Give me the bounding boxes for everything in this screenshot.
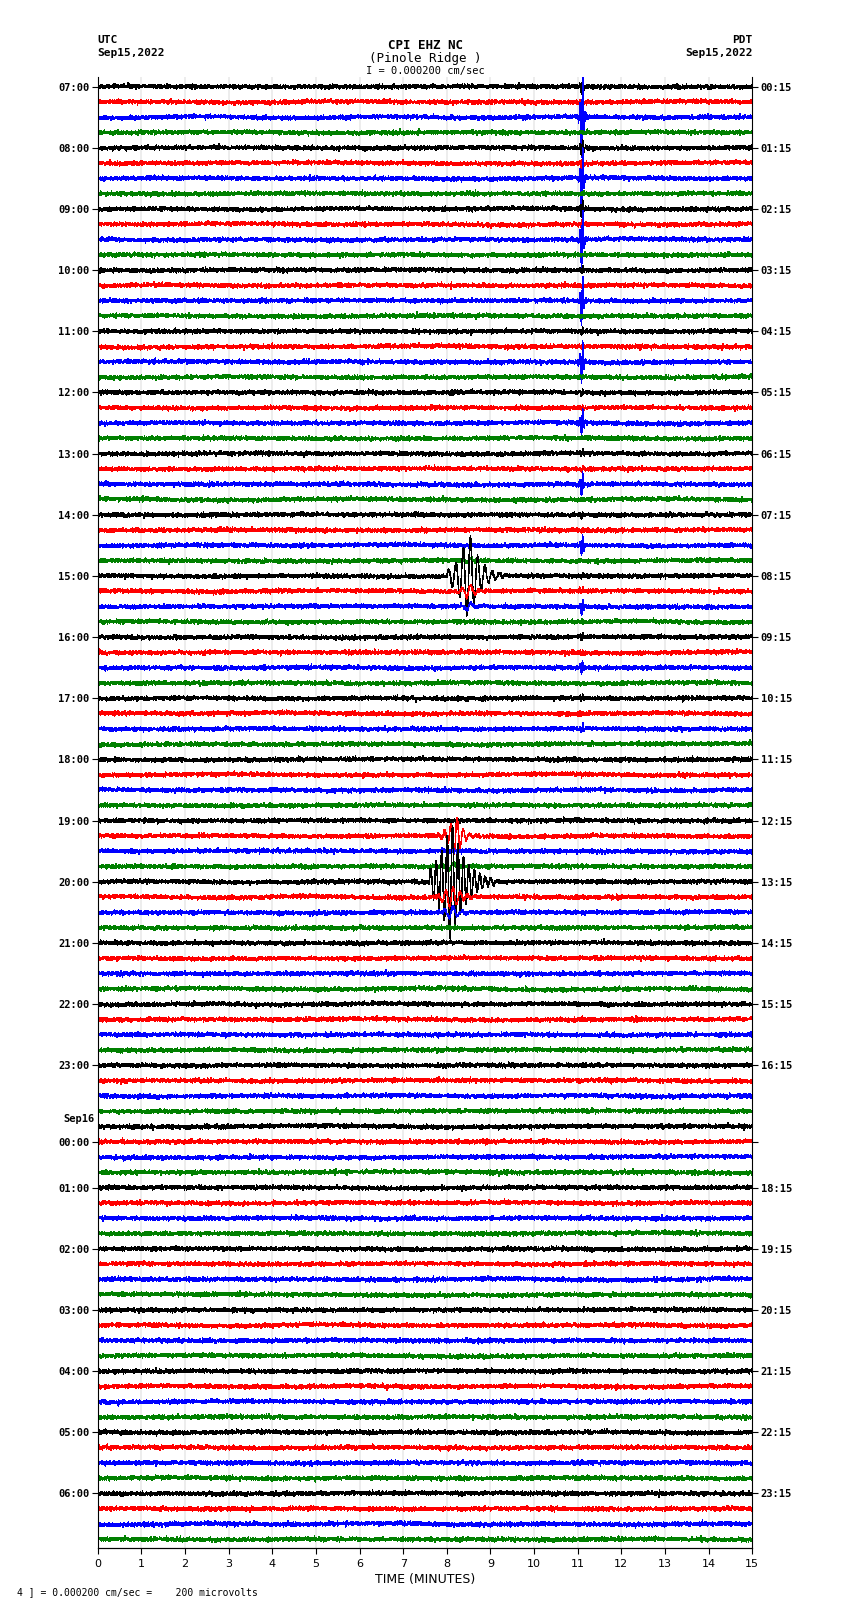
Text: Sep15,2022: Sep15,2022 <box>685 48 752 58</box>
X-axis label: TIME (MINUTES): TIME (MINUTES) <box>375 1573 475 1586</box>
Text: CPI EHZ NC: CPI EHZ NC <box>388 39 462 52</box>
Text: (Pinole Ridge ): (Pinole Ridge ) <box>369 52 481 65</box>
Text: UTC: UTC <box>98 35 118 45</box>
Text: 4 ] = 0.000200 cm/sec =    200 microvolts: 4 ] = 0.000200 cm/sec = 200 microvolts <box>17 1587 258 1597</box>
Text: I = 0.000200 cm/sec: I = 0.000200 cm/sec <box>366 66 484 76</box>
Text: Sep16: Sep16 <box>63 1115 94 1124</box>
Text: PDT: PDT <box>732 35 752 45</box>
Text: Sep15,2022: Sep15,2022 <box>98 48 165 58</box>
